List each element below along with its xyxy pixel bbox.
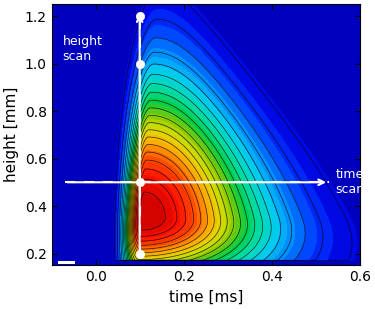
Text: height
scan: height scan (63, 35, 102, 63)
Bar (58, 261, 75, 264)
Y-axis label: height [mm]: height [mm] (4, 87, 19, 183)
X-axis label: time [ms]: time [ms] (168, 290, 243, 305)
Text: time
scan: time scan (336, 168, 365, 196)
